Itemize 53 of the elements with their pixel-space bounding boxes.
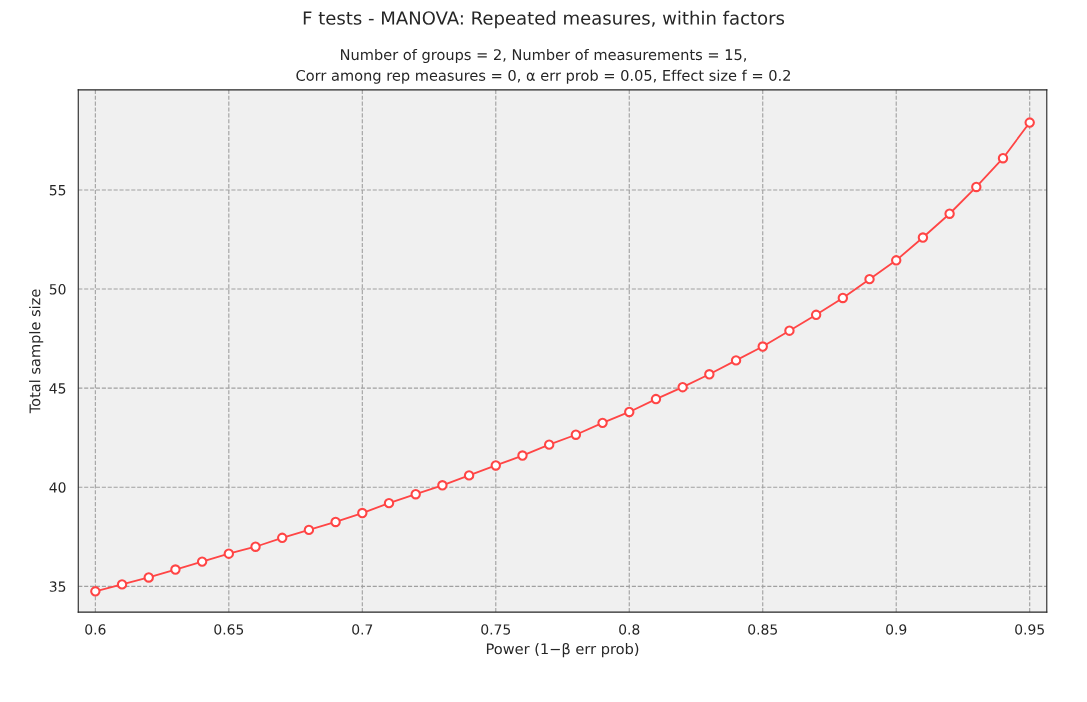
y-axis-title: Total sample size: [29, 289, 44, 414]
point: [277, 532, 288, 544]
y-tick-label: 40: [49, 482, 66, 493]
y-tick-label: 55: [49, 185, 66, 196]
point: [837, 292, 849, 304]
x-tick-label: 0.95: [1015, 624, 1044, 635]
point: [303, 524, 315, 536]
y-tick-label: 45: [49, 383, 66, 394]
x-tick-label: 0.85: [748, 624, 777, 635]
x-axis-title: Power (1−β err prob): [486, 642, 639, 658]
point: [917, 232, 929, 243]
point: [437, 480, 448, 491]
point: [490, 460, 501, 471]
point: [196, 556, 208, 567]
point: [330, 516, 341, 528]
point: [357, 507, 368, 519]
x-tick-label: 0.8: [619, 624, 640, 635]
point: [757, 341, 768, 352]
point: [570, 429, 582, 440]
point: [971, 181, 982, 193]
x-tick-label: 0.9: [886, 624, 907, 635]
point: [624, 406, 635, 418]
x-tick-label: 0.65: [214, 624, 244, 635]
point: [250, 541, 261, 552]
point: [891, 255, 902, 266]
x-tick-label: 0.6: [85, 624, 106, 635]
point: [170, 564, 181, 575]
point: [90, 586, 101, 597]
point: [1024, 117, 1035, 128]
point: [116, 579, 128, 590]
y-tick-label: 50: [49, 284, 66, 295]
point: [650, 393, 662, 405]
point: [597, 417, 608, 429]
point: [704, 369, 715, 380]
x-tick-label: 0.75: [481, 624, 511, 635]
point: [944, 208, 955, 219]
point: [810, 309, 822, 321]
y-tick-label: 35: [49, 581, 66, 592]
point: [517, 450, 528, 461]
point: [784, 325, 795, 336]
point: [463, 470, 475, 481]
x-tick-label: 0.7: [352, 624, 373, 635]
point: [223, 548, 235, 559]
chart-title: F tests - MANOVA: Repeated measures, within factors: [303, 10, 785, 29]
point: [997, 153, 1009, 164]
point: [410, 489, 421, 500]
point: [143, 572, 154, 583]
point: [543, 439, 555, 450]
point: [864, 273, 875, 285]
point: [383, 497, 395, 509]
chart-subtitle: Number of groups = 2, Number of measurements = 15, Corr among rep measures = 0, α err prob = 0.05, Effect size f = 0.2: [296, 48, 791, 84]
point: [730, 355, 742, 366]
point: [677, 381, 688, 393]
